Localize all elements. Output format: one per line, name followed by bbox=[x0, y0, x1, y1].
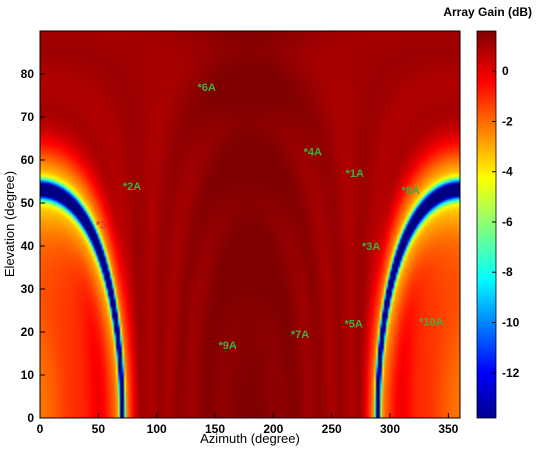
marker-2a: *2A bbox=[123, 181, 141, 193]
colorbar-tick-label: 0 bbox=[502, 64, 509, 78]
colorbar-title: Array Gain (dB) bbox=[443, 5, 532, 19]
heatmap-surface bbox=[40, 31, 460, 418]
y-tick-label: 0 bbox=[27, 411, 34, 425]
colorbar-ticks: 0 -2 -4 -6 -8 -10 -12 bbox=[492, 64, 520, 380]
colorbar-tick-label: -12 bbox=[502, 366, 520, 380]
colorbar-tick-label: -10 bbox=[502, 316, 520, 330]
heatmap-image bbox=[40, 31, 460, 418]
y-tick-label: 80 bbox=[21, 67, 35, 81]
x-tick-label: 50 bbox=[92, 422, 106, 436]
marker-4a: *4A bbox=[304, 146, 322, 158]
colorbar: 0 -2 -4 -6 -8 -10 -12 bbox=[476, 30, 520, 419]
y-axis-label: Elevation (degree) bbox=[2, 171, 17, 277]
x-tick-label: 200 bbox=[263, 422, 283, 436]
colorbar-gradient bbox=[476, 30, 497, 419]
marker-5a: *5A bbox=[345, 318, 363, 330]
marker-10a: *10A bbox=[419, 316, 444, 328]
plot-frame bbox=[39, 30, 461, 419]
y-tick-label: 50 bbox=[21, 196, 35, 210]
y-tick-label: 20 bbox=[21, 325, 35, 339]
x-tick-label: 350 bbox=[438, 422, 458, 436]
colorbar-tick-label: -6 bbox=[502, 215, 513, 229]
x-axis-ticks: 0 50 100 150 200 250 300 350 bbox=[37, 413, 459, 436]
y-tick-label: 60 bbox=[21, 153, 35, 167]
marker-6a: *6A bbox=[198, 82, 216, 94]
marker-7a: *7A bbox=[291, 329, 309, 341]
colorbar-tick-label: -4 bbox=[502, 165, 513, 179]
marker-3a: *3A bbox=[362, 241, 380, 253]
y-tick-label: 70 bbox=[21, 110, 35, 124]
y-axis-ticks: 0 10 20 30 40 50 60 70 80 bbox=[21, 67, 45, 425]
x-tick-label: 150 bbox=[205, 422, 225, 436]
colorbar-tick-label: -2 bbox=[502, 114, 513, 128]
x-tick-label: 100 bbox=[147, 422, 167, 436]
y-tick-label: 10 bbox=[21, 368, 35, 382]
y-tick-label: 40 bbox=[21, 239, 35, 253]
colorbar-tick-label: -8 bbox=[502, 265, 513, 279]
marker-8a: *8A bbox=[402, 185, 420, 197]
x-axis-label: Azimuth (degree) bbox=[200, 431, 300, 446]
x-tick-label: 0 bbox=[37, 422, 44, 436]
marker-1a: *1A bbox=[346, 168, 364, 180]
x-tick-label: 250 bbox=[322, 422, 342, 436]
x-tick-label: 300 bbox=[380, 422, 400, 436]
marker-layer: *1A *2A *3 *3A *4A *5A *6A *7A *8A *9A *10A bbox=[96, 82, 444, 352]
y-tick-label: 30 bbox=[21, 282, 35, 296]
marker-9a: *9A bbox=[219, 340, 237, 352]
marker-3: *3 bbox=[96, 220, 106, 232]
